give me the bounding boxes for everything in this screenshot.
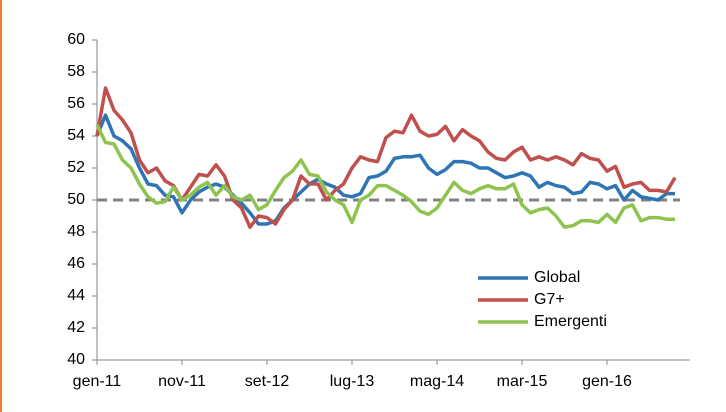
- y-tick-label: 52: [67, 159, 85, 176]
- x-tick-label: set-12: [245, 373, 290, 390]
- series-line: [95, 113, 675, 226]
- x-tick-label: mag-14: [410, 373, 464, 390]
- y-tick-label: 54: [67, 127, 85, 144]
- y-tick-label: 56: [67, 95, 85, 112]
- x-tick-label: lug-13: [330, 373, 375, 390]
- x-tick-label: gen-16: [582, 373, 632, 390]
- y-tick-label: 46: [67, 255, 85, 272]
- y-tick-label: 58: [67, 63, 85, 80]
- series-line: [95, 86, 677, 229]
- y-tick-label: 60: [67, 31, 85, 48]
- series-line: [95, 124, 675, 229]
- legend-label: Emergenti: [534, 313, 607, 330]
- y-tick-label: 44: [67, 287, 85, 304]
- legend-label: Global: [534, 269, 580, 286]
- x-tick-label: mar-15: [497, 373, 548, 390]
- y-tick-label: 50: [67, 191, 85, 208]
- y-tick-label: 42: [67, 319, 85, 336]
- x-tick-label: gen-11: [73, 373, 122, 390]
- y-tick-label: 48: [67, 223, 85, 240]
- legend-label: G7+: [534, 291, 565, 308]
- y-tick-label: 40: [67, 351, 85, 368]
- x-tick-label: nov-11: [158, 373, 206, 390]
